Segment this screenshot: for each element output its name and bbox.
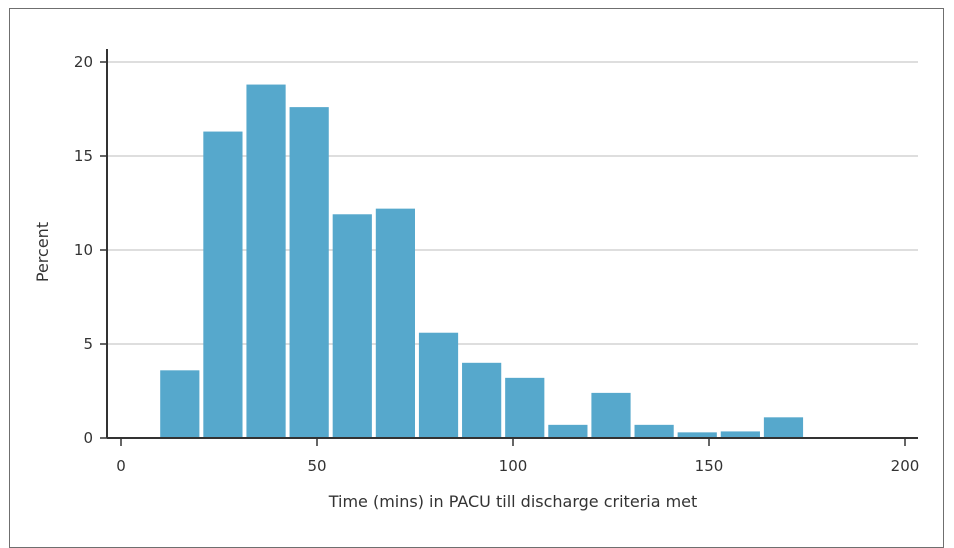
y-tick-label-10: 10	[74, 241, 93, 259]
bar-14	[763, 417, 804, 438]
y-tick-label-0: 0	[83, 429, 93, 447]
y-tick-label-15: 15	[74, 147, 93, 165]
x-tick-label-200: 200	[891, 457, 920, 475]
bar-5	[375, 208, 415, 438]
axes	[100, 49, 918, 446]
bar-8	[505, 377, 545, 438]
bar-11	[634, 424, 674, 438]
bar-0	[160, 370, 200, 438]
bar-7	[462, 362, 502, 438]
bar-4	[332, 214, 372, 438]
x-tick-label-150: 150	[695, 457, 724, 475]
x-axis-label: Time (mins) in PACU till discharge crite…	[328, 492, 698, 511]
bar-3	[289, 107, 329, 439]
y-axis-label: Percent	[33, 222, 52, 282]
x-tick-label-0: 0	[116, 457, 126, 475]
bar-10	[591, 392, 631, 438]
x-tick-label-50: 50	[307, 457, 326, 475]
y-tick-label-20: 20	[74, 53, 93, 71]
bar-12	[677, 432, 717, 438]
bar-2	[246, 84, 286, 438]
bar-13	[720, 431, 760, 438]
bar-9	[548, 424, 588, 438]
bars	[160, 84, 804, 439]
bar-1	[203, 131, 243, 438]
x-tick-label-100: 100	[499, 457, 528, 475]
y-tick-label-5: 5	[83, 335, 93, 353]
bar-6	[418, 332, 459, 438]
